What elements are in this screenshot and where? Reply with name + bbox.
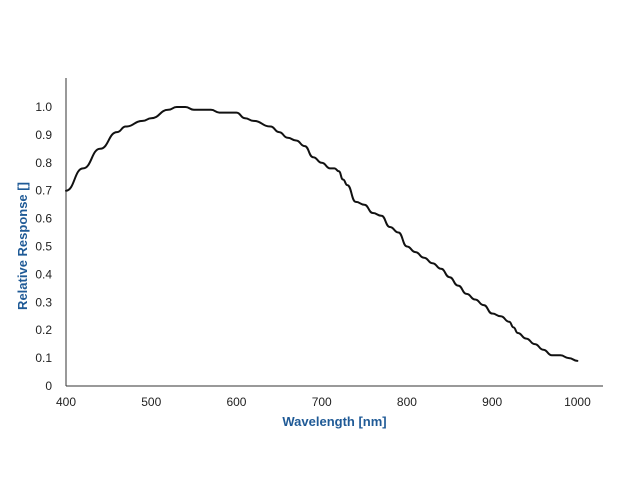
- x-tick-label: 1000: [564, 395, 591, 409]
- y-tick-label: 0.6: [35, 212, 52, 226]
- response-curve-line: [65, 106, 579, 362]
- y-tick-label: 0.2: [35, 323, 52, 337]
- y-tick-label: 0.5: [35, 240, 52, 254]
- y-tick-label: 0.9: [35, 128, 52, 142]
- x-tick-label: 700: [312, 395, 332, 409]
- y-tick-label: 0.4: [35, 267, 52, 281]
- y-tick-label: 0.3: [35, 295, 52, 309]
- x-tick-label: 500: [141, 395, 161, 409]
- y-tick-label: 0.1: [35, 351, 52, 365]
- plot-area: [65, 106, 579, 362]
- axes: [65, 78, 603, 387]
- x-axis-title: Wavelength [nm]: [282, 414, 386, 429]
- y-axis-title: Relative Response []: [15, 182, 30, 310]
- x-tick-label: 900: [482, 395, 502, 409]
- x-tick-label: 800: [397, 395, 417, 409]
- y-tick-labels: 0 0.1 0.2 0.3 0.4 0.5 0.6 0.7 0.8 0.9 1.0: [35, 100, 52, 393]
- y-tick-label: 1.0: [35, 100, 52, 114]
- x-tick-label: 400: [56, 395, 76, 409]
- y-tick-label: 0: [45, 379, 52, 393]
- y-tick-label: 0.8: [35, 156, 52, 170]
- x-tick-labels: 400 500 600 700 800 900 1000: [56, 395, 591, 409]
- x-tick-label: 600: [226, 395, 246, 409]
- y-tick-label: 0.7: [35, 184, 52, 198]
